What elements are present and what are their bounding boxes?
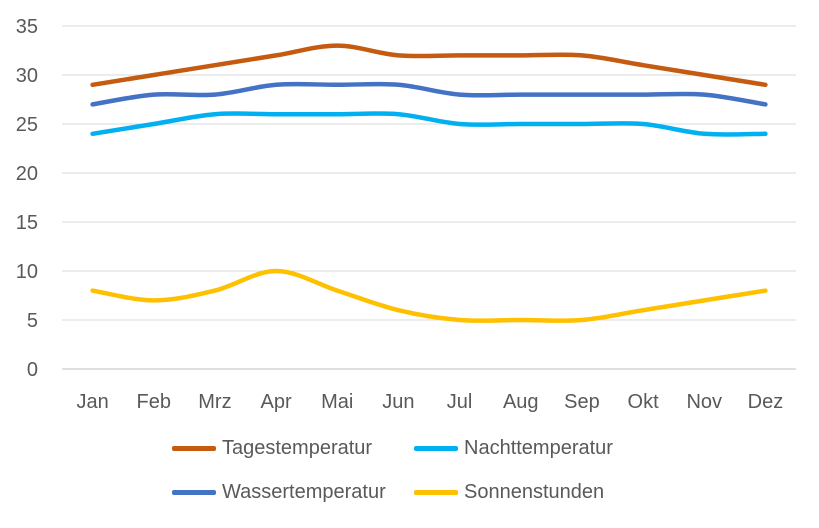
x-tick-label-jan: Jan xyxy=(76,391,108,413)
y-axis-tick-labels: 0 5 10 15 20 25 30 35 xyxy=(16,16,38,381)
x-tick-label-jul: Jul xyxy=(447,391,473,413)
series-wassertemperatur xyxy=(90,83,767,107)
x-tick-label-okt: Okt xyxy=(628,391,660,413)
series-tagestemperatur xyxy=(90,43,767,87)
legend-label-tagestemperatur: Tagestemperatur xyxy=(222,437,372,460)
y-tick-label-25: 25 xyxy=(16,114,38,136)
legend-swatch-sonnenstunden xyxy=(414,490,458,495)
y-tick-label-15: 15 xyxy=(16,212,38,234)
y-tick-label-10: 10 xyxy=(16,261,38,283)
y-tick-label-0: 0 xyxy=(27,359,38,381)
x-tick-label-mai: Mai xyxy=(321,391,353,413)
line-chart: 0 5 10 15 20 25 30 35 Jan Feb Mrz Apr Mai Jun Jul Aug S… xyxy=(0,0,819,523)
y-tick-label-35: 35 xyxy=(16,16,38,38)
series-lines xyxy=(90,43,767,322)
x-tick-label-nov: Nov xyxy=(686,391,722,413)
legend-item-nachttemperatur[interactable]: Nachttemperatur xyxy=(414,437,613,460)
legend-item-sonnenstunden[interactable]: Sonnenstunden xyxy=(414,481,604,504)
legend-item-wassertemperatur[interactable]: Wassertemperatur xyxy=(172,481,386,504)
legend-swatch-nachttemperatur xyxy=(414,446,458,451)
x-tick-label-aug: Aug xyxy=(503,391,539,413)
series-sonnenstunden xyxy=(90,269,767,322)
series-line-sonnenstunden xyxy=(93,271,766,321)
y-tick-label-20: 20 xyxy=(16,163,38,185)
chart-canvas: 0 5 10 15 20 25 30 35 Jan Feb Mrz Apr Mai Jun Jul Aug S… xyxy=(0,0,819,523)
y-tick-label-30: 30 xyxy=(16,65,38,87)
legend-label-wassertemperatur: Wassertemperatur xyxy=(222,481,386,504)
series-line-wassertemperatur xyxy=(93,84,766,104)
x-tick-label-mrz: Mrz xyxy=(198,391,231,413)
legend-item-tagestemperatur[interactable]: Tagestemperatur xyxy=(172,437,372,460)
legend-swatch-tagestemperatur xyxy=(172,446,216,451)
legend-label-sonnenstunden: Sonnenstunden xyxy=(464,481,604,504)
x-tick-label-dez: Dez xyxy=(748,391,784,413)
x-tick-label-feb: Feb xyxy=(137,391,171,413)
x-tick-label-sep: Sep xyxy=(564,391,600,413)
y-tick-label-5: 5 xyxy=(27,310,38,332)
series-line-tagestemperatur xyxy=(93,46,766,85)
legend-label-nachttemperatur: Nachttemperatur xyxy=(464,437,613,460)
legend-swatch-wassertemperatur xyxy=(172,490,216,495)
x-tick-label-jun: Jun xyxy=(382,391,414,413)
x-axis-tick-labels: Jan Feb Mrz Apr Mai Jun Jul Aug Sep Okt Nov Dez xyxy=(76,391,783,413)
x-tick-label-apr: Apr xyxy=(261,391,292,413)
